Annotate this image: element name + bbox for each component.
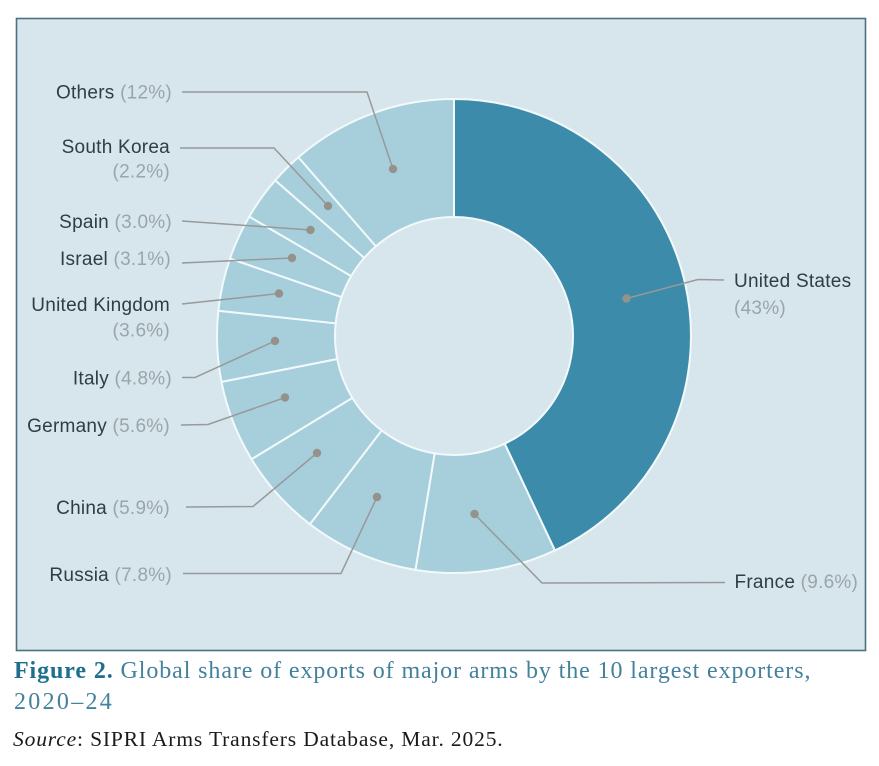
svg-text:Russia (7.8%): Russia (7.8%) <box>49 565 172 586</box>
svg-text:Germany (5.6%): Germany (5.6%) <box>27 416 170 437</box>
svg-text:(43%): (43%) <box>734 298 786 319</box>
svg-text:Spain (3.0%): Spain (3.0%) <box>59 212 172 233</box>
svg-text:China (5.9%): China (5.9%) <box>56 498 170 519</box>
svg-text:Others (12%): Others (12%) <box>56 83 172 104</box>
svg-text:Israel (3.1%): Israel (3.1%) <box>60 249 171 270</box>
svg-text:Figure 2. Global share of expo: Figure 2. Global share of exports of maj… <box>14 658 811 684</box>
svg-text:Source: SIPRI Arms Transfers D: Source: SIPRI Arms Transfers Database, M… <box>13 727 504 751</box>
svg-text:United Kingdom: United Kingdom <box>31 295 170 316</box>
svg-text:Italy (4.8%): Italy (4.8%) <box>73 369 172 390</box>
svg-text:United States: United States <box>734 271 851 292</box>
svg-text:2020–24: 2020–24 <box>14 689 114 715</box>
svg-text:South Korea: South Korea <box>62 137 171 158</box>
svg-text:(3.6%): (3.6%) <box>113 321 170 342</box>
svg-text:France (9.6%): France (9.6%) <box>735 572 859 593</box>
svg-text:(2.2%): (2.2%) <box>113 162 170 183</box>
